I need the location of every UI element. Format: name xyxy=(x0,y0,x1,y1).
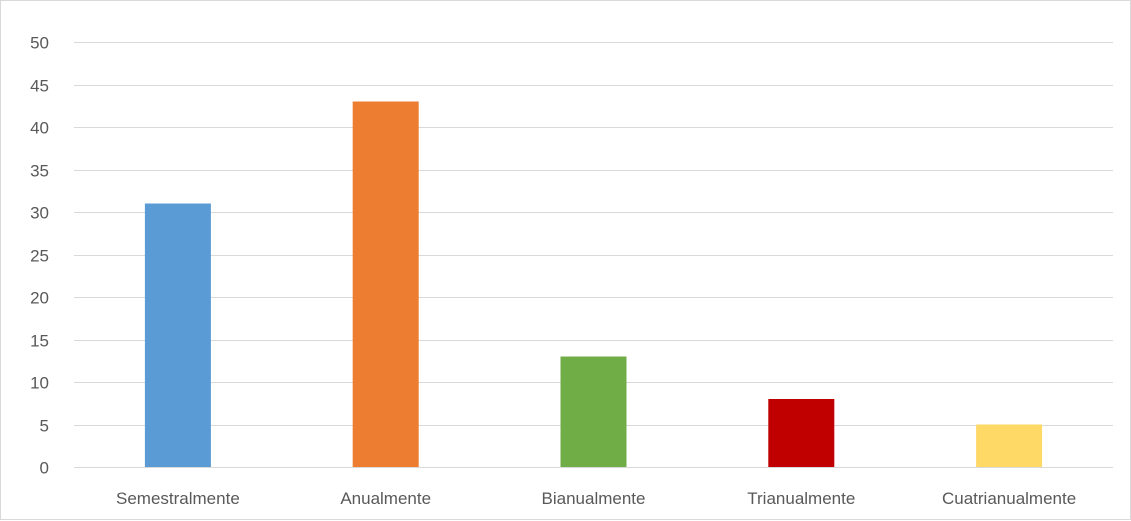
bar-cuatrianualmente xyxy=(976,424,1043,467)
y-tick-label: 20 xyxy=(30,289,49,308)
y-tick-label: 50 xyxy=(30,34,49,53)
x-axis-tick-labels: Semestralmente Anualmente Bianualmente Tria… xyxy=(116,489,1076,508)
y-tick-label: 0 xyxy=(40,459,49,478)
x-tick-label: Bianualmente xyxy=(542,489,646,508)
x-tick-label: Cuatrianualmente xyxy=(942,489,1076,508)
bar-anualmente xyxy=(352,101,419,467)
bar-trianualmente xyxy=(768,399,835,467)
y-tick-label: 25 xyxy=(30,247,49,266)
y-tick-label: 15 xyxy=(30,332,49,351)
gridlines xyxy=(74,42,1113,468)
bar-semestralmente xyxy=(144,203,211,467)
x-tick-label: Trianualmente xyxy=(747,489,855,508)
y-axis-tick-labels: 0 5 10 15 20 25 30 35 40 45 50 xyxy=(30,34,49,478)
x-tick-label: Anualmente xyxy=(340,489,431,508)
y-tick-label: 10 xyxy=(30,374,49,393)
y-tick-label: 40 xyxy=(30,119,49,138)
y-tick-label: 45 xyxy=(30,77,49,96)
y-tick-label: 30 xyxy=(30,204,49,223)
bar-bianualmente xyxy=(560,356,627,467)
x-tick-label: Semestralmente xyxy=(116,489,240,508)
bars xyxy=(144,101,1043,467)
y-tick-label: 5 xyxy=(40,417,49,436)
y-tick-label: 35 xyxy=(30,162,49,181)
